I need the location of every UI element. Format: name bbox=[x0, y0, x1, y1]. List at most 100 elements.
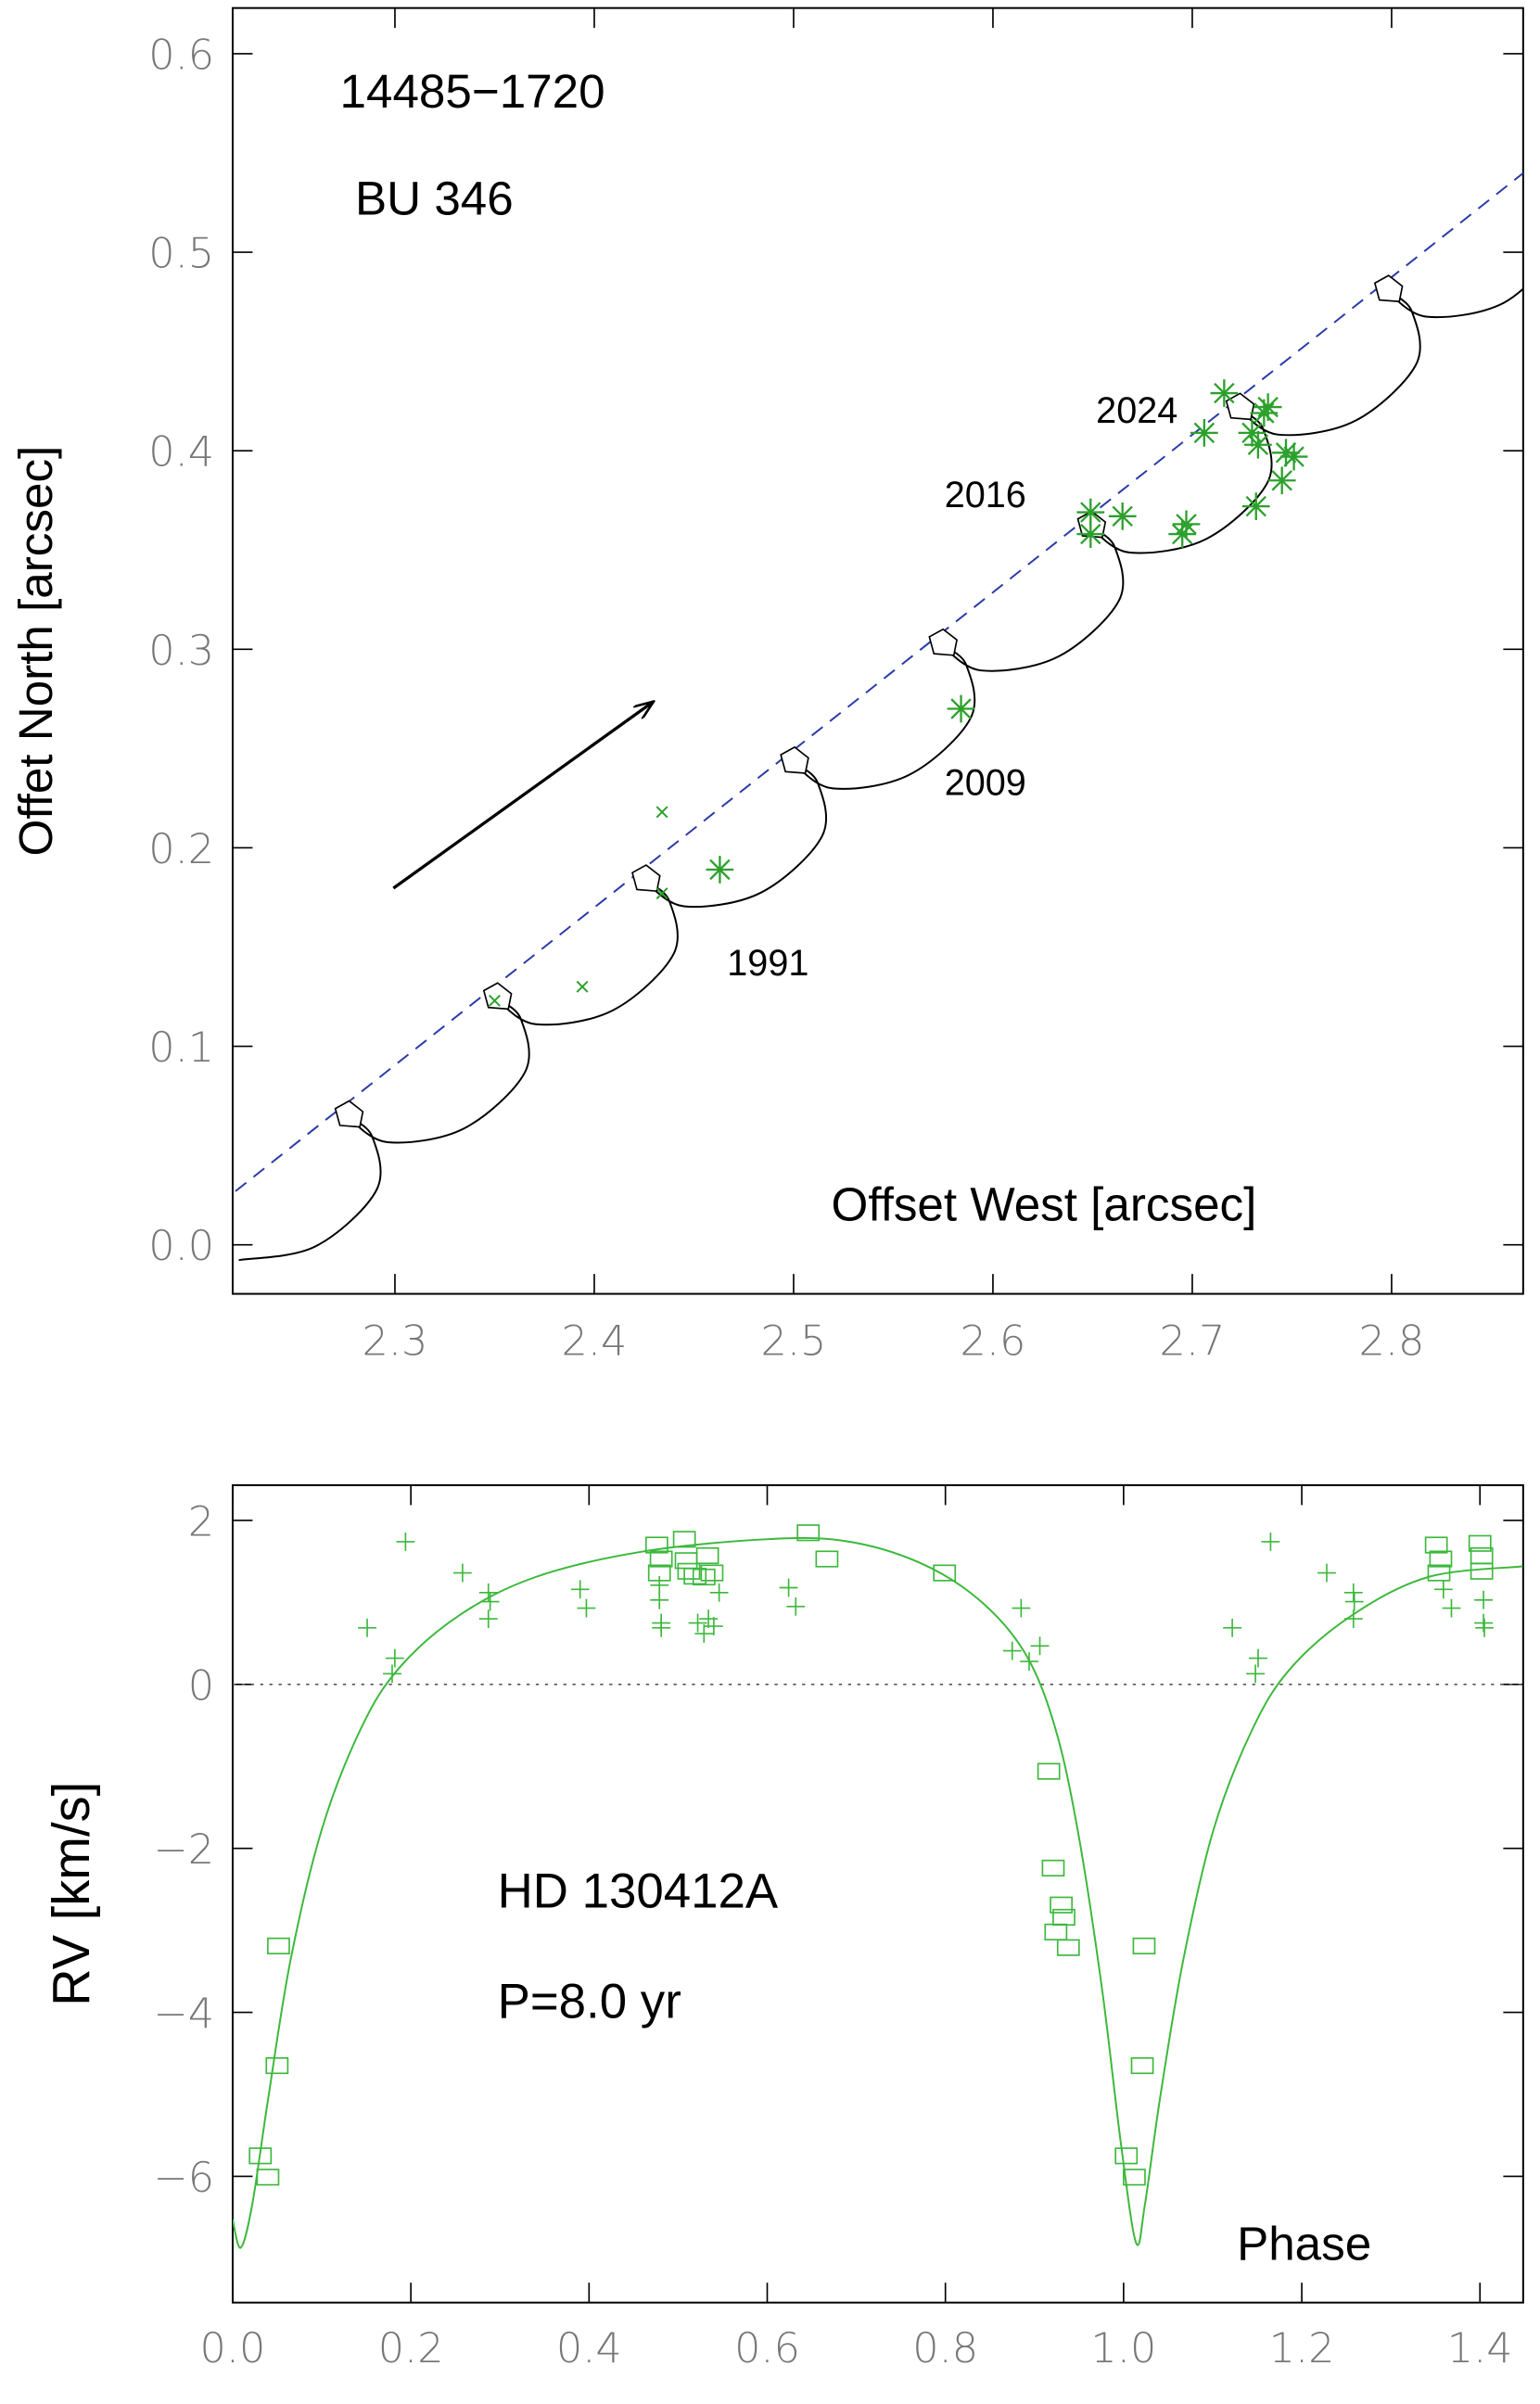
square-marker bbox=[1050, 1896, 1073, 1914]
y-tick-label: −4 bbox=[153, 1990, 214, 2038]
asterisk-marker bbox=[1190, 419, 1218, 447]
plus-marker bbox=[1002, 1641, 1022, 1660]
plus-marker bbox=[652, 1618, 671, 1637]
y-tick-label: −6 bbox=[153, 2154, 214, 2202]
square-outline bbox=[1123, 2169, 1146, 2186]
cross-marker bbox=[655, 887, 668, 900]
square-outline bbox=[649, 1550, 673, 1568]
asterisk-marker bbox=[947, 694, 975, 723]
cross-stroke bbox=[655, 887, 668, 900]
asterisk-stroke bbox=[1257, 396, 1279, 418]
square-outline bbox=[644, 1536, 668, 1554]
plus-marker bbox=[786, 1596, 806, 1616]
y-tick-label: 0.4 bbox=[148, 428, 214, 477]
pentagon-marker bbox=[482, 982, 513, 1011]
pentagon-marker bbox=[631, 864, 661, 893]
plus-marker bbox=[1442, 1598, 1461, 1618]
square-marker bbox=[796, 1524, 821, 1542]
plus-marker bbox=[478, 1609, 498, 1629]
square-marker bbox=[265, 2056, 289, 2075]
plus-marker bbox=[478, 1583, 498, 1602]
plus-marker bbox=[396, 1533, 415, 1551]
pentagon-marker bbox=[1373, 274, 1404, 303]
x-tick-label: 2.7 bbox=[1160, 1317, 1226, 1366]
square-marker bbox=[815, 1550, 839, 1568]
asterisk-marker bbox=[1254, 393, 1282, 421]
plus-marker bbox=[1433, 1580, 1453, 1599]
plus-marker bbox=[1012, 1598, 1031, 1618]
x-tick-label: 2.3 bbox=[363, 1317, 428, 1366]
square-marker bbox=[644, 1536, 668, 1554]
plus-marker bbox=[385, 1648, 404, 1668]
x-axis-title: Offset West [arcsec] bbox=[832, 1177, 1257, 1230]
square-outline bbox=[933, 1564, 957, 1582]
plus-marker bbox=[704, 1617, 723, 1635]
pentagon-outline bbox=[334, 1100, 364, 1128]
pentagon-marker bbox=[780, 745, 809, 774]
asterisk-stroke bbox=[1112, 505, 1133, 528]
square-marker bbox=[1037, 1762, 1061, 1780]
plus-marker bbox=[1223, 1618, 1242, 1637]
square-marker bbox=[256, 2169, 280, 2186]
annotation: 2009 bbox=[945, 762, 1026, 803]
square-outline bbox=[265, 2056, 289, 2075]
square-outline bbox=[695, 1546, 719, 1565]
y-axis-title: RV [km/s] bbox=[42, 1782, 100, 2006]
plot-frame bbox=[231, 6, 1524, 1295]
square-outline bbox=[1470, 1562, 1494, 1580]
plot-area bbox=[232, 1524, 1523, 2249]
square-outline bbox=[683, 1568, 707, 1585]
square-marker bbox=[672, 1531, 696, 1548]
plus-marker bbox=[1475, 1618, 1494, 1637]
square-marker bbox=[1041, 1859, 1065, 1877]
x-tick-label: 2.6 bbox=[961, 1317, 1026, 1366]
asterisk-marker bbox=[1272, 439, 1300, 467]
square-marker bbox=[1114, 2147, 1139, 2165]
square-marker bbox=[1468, 1534, 1492, 1552]
asterisk-marker bbox=[1241, 492, 1270, 520]
x-axis-title: Phase bbox=[1237, 2217, 1371, 2270]
asterisk-marker bbox=[1172, 510, 1201, 539]
plot-frame bbox=[231, 1483, 1524, 2304]
plus-marker bbox=[709, 1583, 729, 1602]
square-marker bbox=[1056, 1939, 1080, 1956]
pentagon-outline bbox=[1373, 274, 1404, 303]
plus-marker bbox=[383, 1664, 401, 1684]
asterisk-stroke bbox=[1275, 442, 1297, 464]
plus-marker bbox=[650, 1590, 669, 1609]
square-outline bbox=[1044, 1923, 1068, 1940]
pentagon-marker bbox=[1225, 392, 1255, 421]
annotation: 1991 bbox=[727, 943, 808, 984]
square-outline bbox=[1041, 1859, 1065, 1877]
square-outline bbox=[692, 1568, 716, 1586]
plus-marker bbox=[694, 1624, 714, 1643]
asterisk-stroke bbox=[1241, 422, 1263, 444]
y-tick-label: 2 bbox=[188, 1497, 214, 1545]
x-tick-label: 1.2 bbox=[1269, 2324, 1335, 2372]
square-marker bbox=[677, 1562, 701, 1580]
asterisk-marker bbox=[1279, 442, 1308, 471]
plus-marker bbox=[577, 1598, 596, 1618]
plus-marker bbox=[1343, 1583, 1363, 1602]
x-tick-label: 2.8 bbox=[1359, 1317, 1425, 1366]
square-marker bbox=[1130, 2056, 1154, 2075]
pentagon-marker bbox=[928, 628, 958, 656]
annotation: HD 130412A bbox=[498, 1864, 779, 1919]
asterisk-stroke bbox=[1245, 495, 1266, 517]
asterisk-marker bbox=[1076, 520, 1105, 548]
x-tick-label: 0.8 bbox=[912, 2324, 978, 2372]
y-tick-label: 0.5 bbox=[148, 230, 214, 278]
square-outline bbox=[1429, 1550, 1453, 1568]
plus-marker bbox=[1474, 1590, 1493, 1609]
asterisk-marker bbox=[706, 856, 734, 884]
square-marker bbox=[1427, 1564, 1451, 1582]
square-marker bbox=[683, 1568, 707, 1585]
square-outline bbox=[267, 1937, 290, 1955]
asterisk-stroke bbox=[1283, 446, 1305, 467]
y-axis-title: Offet North [arcsec] bbox=[9, 446, 62, 857]
square-outline bbox=[1427, 1564, 1451, 1582]
square-marker bbox=[649, 1550, 673, 1568]
square-outline bbox=[1132, 1937, 1156, 1955]
asterisk-stroke bbox=[1247, 434, 1269, 455]
